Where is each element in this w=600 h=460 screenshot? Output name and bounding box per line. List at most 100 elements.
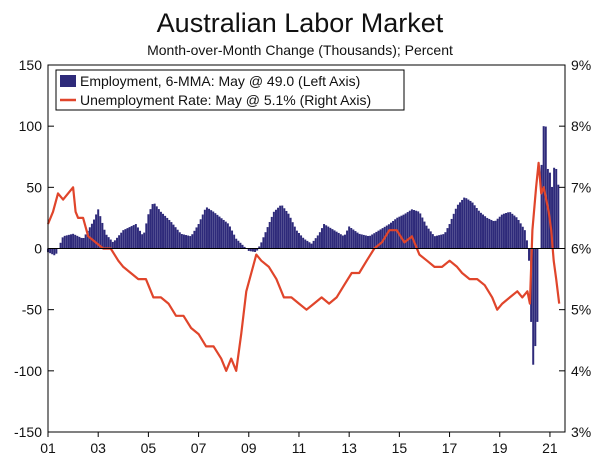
employment-bar bbox=[369, 235, 372, 249]
employment-bar bbox=[256, 248, 259, 251]
employment-bar bbox=[159, 211, 162, 249]
employment-bar bbox=[436, 235, 438, 249]
employment-bar bbox=[295, 230, 298, 249]
employment-bar bbox=[498, 216, 501, 249]
employment-bar bbox=[469, 200, 472, 249]
employment-bar bbox=[153, 203, 156, 249]
employment-bar bbox=[387, 224, 390, 249]
employment-bar bbox=[270, 216, 273, 249]
employment-bar bbox=[532, 248, 535, 365]
x-axis-tick-label: 01 bbox=[40, 440, 56, 456]
employment-bar bbox=[320, 228, 323, 249]
employment-bar bbox=[222, 219, 225, 249]
employment-bar bbox=[446, 228, 449, 249]
employment-bar bbox=[76, 235, 79, 249]
employment-bar bbox=[354, 231, 357, 249]
employment-bar bbox=[262, 237, 265, 249]
employment-bar bbox=[191, 234, 194, 249]
unemployment-line bbox=[46, 161, 561, 372]
employment-bar bbox=[143, 232, 146, 249]
left-axis-tick-label: 150 bbox=[19, 57, 43, 73]
x-axis-tick-label: 17 bbox=[442, 440, 458, 456]
employment-bar bbox=[339, 234, 342, 249]
employment-bar bbox=[182, 234, 185, 249]
employment-bar bbox=[180, 234, 183, 249]
x-axis-tick-label: 03 bbox=[90, 440, 106, 456]
employment-bar bbox=[318, 232, 321, 249]
employment-bar bbox=[226, 223, 229, 249]
employment-bar bbox=[440, 234, 443, 249]
employment-bar bbox=[51, 248, 54, 255]
employment-bar bbox=[419, 213, 422, 249]
employment-bar bbox=[300, 235, 303, 249]
employment-bar bbox=[208, 208, 211, 249]
employment-bar bbox=[350, 228, 353, 249]
employment-bar bbox=[74, 234, 77, 249]
employment-bar bbox=[187, 235, 190, 249]
employment-bar bbox=[392, 220, 395, 249]
employment-bar bbox=[452, 213, 455, 249]
employment-bar bbox=[429, 231, 432, 249]
employment-bar bbox=[49, 248, 52, 254]
legend-swatch-employment bbox=[60, 75, 76, 87]
employment-bar bbox=[557, 184, 560, 249]
employment-bar bbox=[413, 210, 415, 249]
employment-bar bbox=[72, 233, 75, 249]
employment-bar bbox=[53, 248, 56, 256]
employment-bar bbox=[415, 210, 418, 249]
employment-bar bbox=[519, 223, 522, 249]
employment-bar bbox=[379, 229, 382, 249]
employment-bar bbox=[385, 225, 388, 249]
employment-bar bbox=[103, 229, 106, 249]
employment-bar bbox=[352, 229, 355, 249]
employment-bar bbox=[500, 214, 503, 249]
employment-bar bbox=[241, 244, 244, 249]
employment-bar bbox=[456, 204, 459, 249]
left-axis-tick-label: -50 bbox=[22, 302, 42, 318]
employment-bar bbox=[157, 209, 160, 249]
employment-bar bbox=[502, 213, 505, 249]
x-axis-tick-label: 13 bbox=[341, 440, 357, 456]
employment-bar bbox=[101, 222, 104, 249]
employment-bar bbox=[534, 248, 537, 347]
employment-bar bbox=[553, 167, 556, 249]
employment-bar bbox=[297, 233, 300, 249]
employment-bar bbox=[130, 226, 133, 249]
employment-bar bbox=[289, 217, 292, 249]
employment-bar bbox=[513, 215, 516, 249]
employment-bar bbox=[189, 236, 192, 249]
employment-bar bbox=[404, 213, 407, 249]
chart-subtitle: Month-over-Month Change (Thousands); Per… bbox=[147, 42, 453, 58]
employment-bar bbox=[134, 224, 137, 249]
employment-bar bbox=[325, 225, 328, 249]
employment-bar bbox=[283, 208, 286, 249]
employment-bar bbox=[111, 241, 114, 249]
employment-bar bbox=[203, 209, 206, 249]
employment-bar bbox=[218, 216, 221, 249]
employment-bar bbox=[116, 237, 119, 249]
employment-bar bbox=[331, 229, 334, 249]
employment-bar bbox=[67, 234, 70, 249]
employment-bar bbox=[97, 209, 100, 249]
right-axis-tick-label: 7% bbox=[571, 179, 591, 195]
employment-bar bbox=[479, 212, 482, 249]
employment-bar bbox=[528, 248, 531, 261]
employment-bar bbox=[210, 210, 213, 249]
right-axis-tick-label: 3% bbox=[571, 424, 591, 440]
employment-bar bbox=[463, 197, 466, 249]
employment-bar bbox=[247, 248, 250, 251]
legend-item-label: Employment, 6-MMA: May @ 49.0 (Left Axis… bbox=[80, 73, 360, 89]
employment-bar bbox=[185, 235, 188, 249]
employment-bar bbox=[107, 237, 110, 249]
employment-bar bbox=[431, 234, 434, 249]
employment-bar bbox=[486, 217, 489, 249]
employment-bar bbox=[291, 222, 294, 249]
x-axis-tick-label: 15 bbox=[392, 440, 408, 456]
employment-bar bbox=[471, 202, 474, 249]
employment-bar bbox=[408, 210, 411, 249]
employment-bar bbox=[151, 204, 154, 249]
employment-bar bbox=[304, 239, 307, 249]
employment-bar bbox=[473, 205, 476, 249]
chart-title: Australian Labor Market bbox=[156, 8, 444, 38]
